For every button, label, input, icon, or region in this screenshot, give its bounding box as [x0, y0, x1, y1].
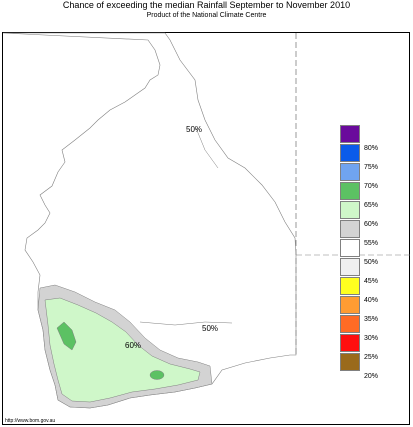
legend-swatch-50pct [340, 239, 360, 257]
legend-label: 20% [364, 373, 379, 380]
map-title: Chance of exceeding the median Rainfall … [62, 0, 351, 10]
contour-50-south [139, 321, 233, 326]
legend-label: 50% [364, 259, 379, 266]
legend-label: 30% [364, 335, 379, 342]
source-url: http://www.bom.gov.au [5, 418, 56, 424]
legend-label: 70% [364, 183, 379, 190]
label-50-north: 50% [186, 125, 202, 134]
legend-label: 75% [364, 164, 379, 171]
patch-65-west [56, 321, 77, 351]
legend-label: 25% [364, 354, 379, 361]
legend-swatch-30pct [340, 315, 360, 333]
contour-50-north [195, 127, 219, 169]
map-subtitle: Product of the National Climate Centre [146, 12, 267, 19]
legend-label: 35% [364, 316, 379, 323]
legend-label: 55% [364, 240, 379, 247]
label-60: 60% [125, 341, 141, 350]
legend-swatch-65pct [340, 182, 360, 200]
legend-swatch-55pct [340, 220, 360, 238]
legend-label: 60% [364, 221, 379, 228]
legend-swatch-75pct [340, 144, 360, 162]
legend-label: 65% [364, 202, 379, 209]
label-50-south: 50% [202, 324, 218, 333]
legend-swatch-40pct [340, 277, 360, 295]
map-frame [2, 32, 410, 425]
legend-swatch-80pct [340, 125, 360, 143]
legend-swatch-25pct [340, 334, 360, 352]
legend-swatch-60pct [340, 201, 360, 219]
patch-65-south [149, 370, 165, 380]
legend-label: 40% [364, 297, 379, 304]
legend-swatch-35pct [340, 296, 360, 314]
legend-swatch-45pct [340, 258, 360, 276]
legend-swatch-70pct [340, 163, 360, 181]
legend-label: 80% [364, 145, 379, 152]
legend-swatch-20pct [340, 353, 360, 371]
legend-label: 45% [364, 278, 379, 285]
